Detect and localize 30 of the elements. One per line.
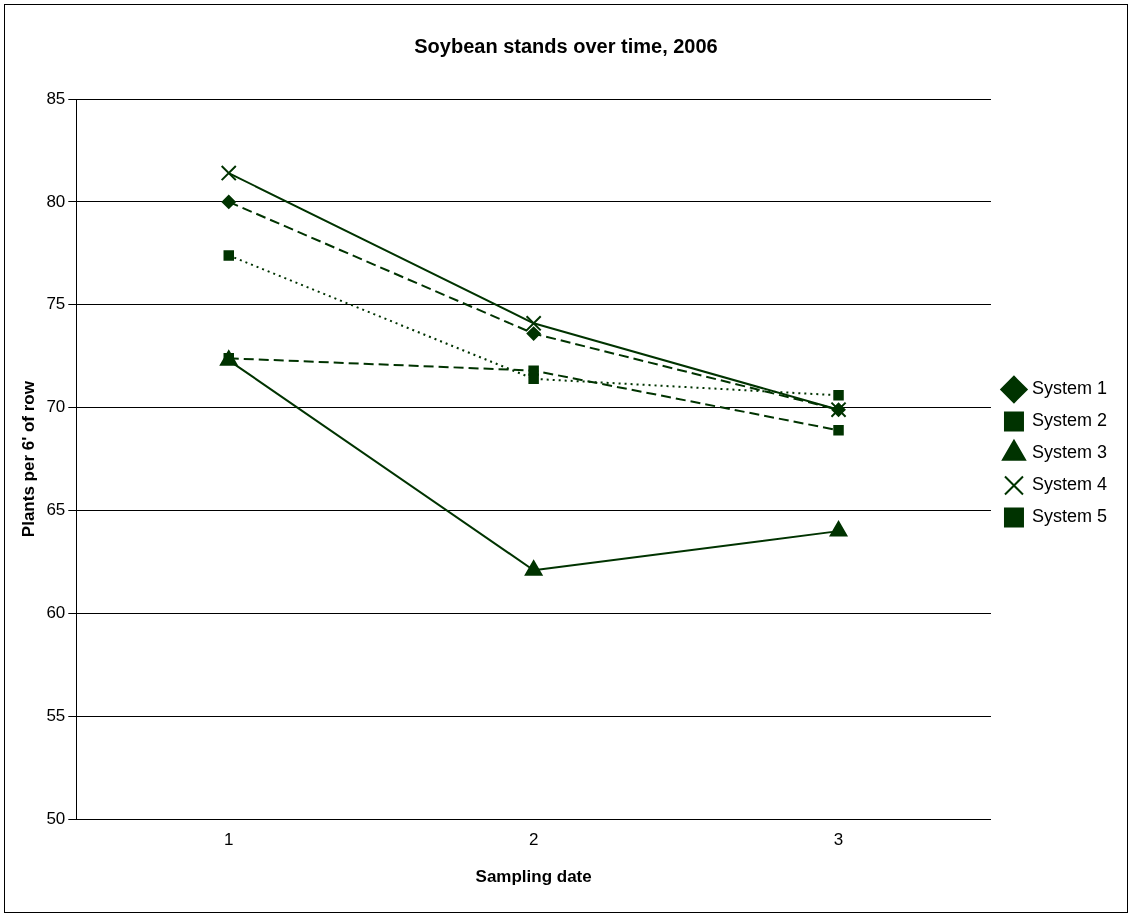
y-axis-title: Plants per 6' of row [18,380,38,538]
x-tick-label: 1 [224,830,234,850]
x-tick-label: 2 [528,830,539,850]
y-tick-label: 75 [46,294,66,314]
y-tick-label: 50 [46,808,66,828]
point [528,365,539,376]
point [220,165,237,182]
y-tick-label: 55 [46,706,66,725]
legend-label: System 1 [1031,378,1108,399]
point [524,560,543,576]
point [526,326,541,341]
legend-label: System 4 [1031,474,1108,495]
point [223,250,234,261]
y-tick-label: 65 [46,500,66,520]
x-tick-label: 3 [833,830,844,850]
y-tick-label: 60 [46,603,66,623]
legend-label: System 2 [1031,410,1108,431]
legend-label: System 3 [1031,442,1108,463]
chart-title: Soybean stands over time, 2006 [414,34,718,57]
point [833,425,844,436]
y-tick-label: 70 [46,397,66,417]
y-tick-label: 85 [46,88,66,108]
legend-label: System 5 [1031,506,1108,527]
point [829,521,848,537]
point [528,373,539,385]
point [525,315,542,332]
y-tick-label: 80 [46,191,66,211]
x-axis-title: Sampling date [475,867,592,887]
point [221,194,236,209]
point [833,390,844,401]
